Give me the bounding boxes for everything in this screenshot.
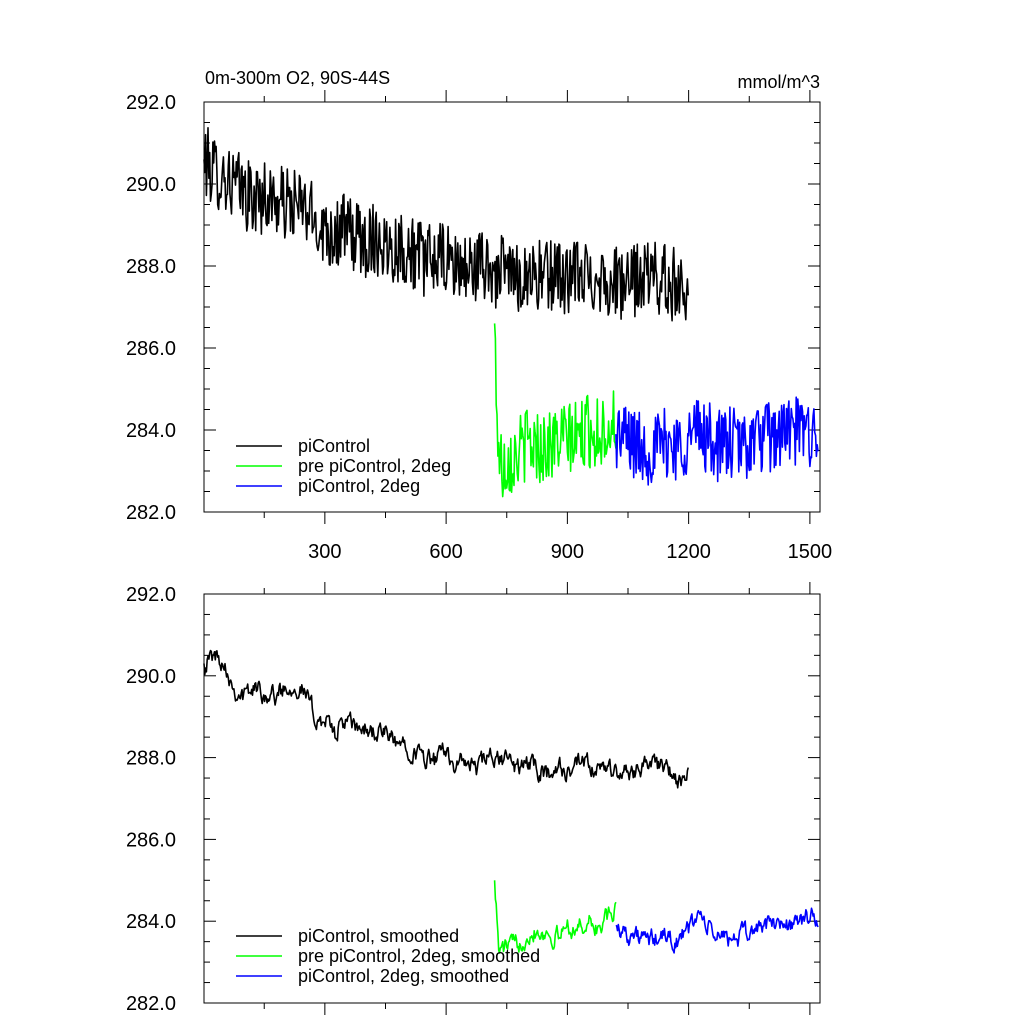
legend-label: pre piControl, 2deg — [298, 456, 451, 476]
y-tick-label: 290.0 — [126, 666, 176, 688]
series-line — [615, 907, 819, 954]
y-tick-label: 286.0 — [126, 829, 176, 851]
x-tick-label: 1500 — [788, 541, 833, 563]
series-line — [493, 323, 617, 498]
x-tick-label: 300 — [308, 541, 341, 563]
x-tick-label: 600 — [429, 541, 462, 563]
y-tick-label: 282.0 — [126, 502, 176, 524]
y-tick-label: 282.0 — [126, 993, 176, 1015]
y-tick-label: 284.0 — [126, 420, 176, 442]
series-line — [493, 880, 617, 954]
legend-label: piControl, smoothed — [298, 926, 459, 946]
y-tick-label: 288.0 — [126, 748, 176, 770]
series-line — [203, 127, 689, 322]
series-line — [203, 649, 689, 789]
legend-label: piControl — [298, 436, 370, 456]
units-label: mmol/m^3 — [738, 72, 820, 92]
y-tick-label: 284.0 — [126, 911, 176, 933]
legend-label: piControl, 2deg, smoothed — [298, 966, 509, 986]
legend-label: piControl, 2deg — [298, 476, 420, 496]
x-tick-label: 900 — [551, 541, 584, 563]
series-line — [615, 396, 819, 486]
y-tick-label: 286.0 — [126, 338, 176, 360]
legend-label: pre piControl, 2deg, smoothed — [298, 946, 540, 966]
top-panel: 282.0 284.0 286.0 288.0 290.0 292.0 300 600 900 1… — [126, 90, 832, 563]
y-tick-label: 288.0 — [126, 256, 176, 278]
x-tick-label: 1200 — [666, 541, 711, 563]
y-tick-label: 292.0 — [126, 92, 176, 114]
y-tick-label: 292.0 — [126, 584, 176, 606]
chart-title: 0m-300m O2, 90S-44S — [205, 68, 390, 88]
y-tick-label: 290.0 — [126, 174, 176, 196]
bottom-panel: 282.0 284.0 286.0 288.0 290.0 292.0 piControl,… — [126, 582, 821, 1015]
